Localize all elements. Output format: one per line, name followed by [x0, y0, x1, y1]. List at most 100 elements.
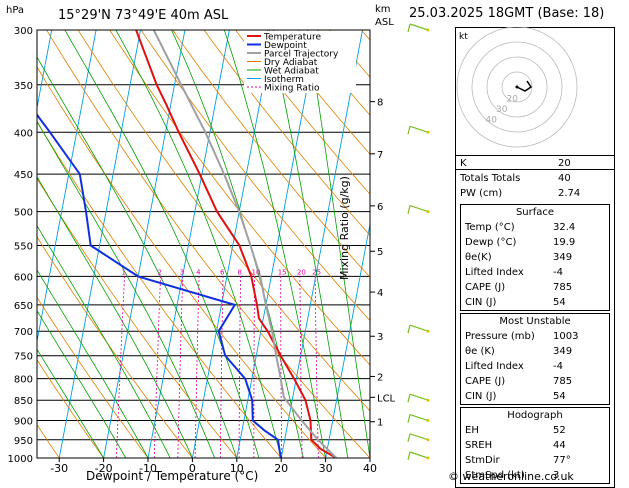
km-tick-label: 3 — [377, 332, 383, 343]
mixing-ratio-label: 4 — [196, 268, 201, 276]
pressure-tick-label: 900 — [14, 417, 33, 428]
km-tick-label: 4 — [377, 288, 383, 299]
mixing-ratio-label: 2 — [157, 268, 161, 276]
index-value: 40 — [558, 171, 610, 186]
surface-key: Dewp (°C) — [465, 235, 553, 250]
hodograph-stat-value: 44 — [553, 438, 605, 453]
mixing-ratio-label: 15 — [278, 268, 287, 276]
surface-value: 32.4 — [553, 220, 605, 235]
most-unstable-row: θe (K)349 — [461, 344, 609, 359]
pressure-tick-label: 700 — [14, 327, 33, 338]
surface-value: 349 — [553, 250, 605, 265]
surface-key: Temp (°C) — [465, 220, 553, 235]
hodograph-stat-value: 52 — [553, 423, 605, 438]
pressure-tick-label: 600 — [14, 272, 33, 283]
hodograph-unit: kt — [459, 32, 468, 42]
index-key: K — [460, 156, 558, 171]
pressure-tick-label: 950 — [14, 436, 33, 447]
wind-barb-flag — [408, 24, 410, 32]
pressure-tick-label: 650 — [14, 301, 33, 312]
wind-barb-flag — [408, 325, 410, 333]
most-unstable-row: Pressure (mb)1003 — [461, 329, 609, 344]
km-tick-label: 7 — [377, 150, 383, 161]
pressure-tick-label: 450 — [14, 170, 33, 181]
wind-barb — [410, 24, 428, 30]
surface-value: 785 — [553, 280, 605, 295]
isotherm-line — [0, 30, 7, 458]
index-row: PW (cm)2.74 — [456, 186, 614, 201]
index-value: 20 — [558, 156, 610, 171]
hodograph-center — [516, 86, 519, 89]
surface-title: Surface — [461, 205, 609, 220]
pressure-tick-label: 350 — [14, 81, 33, 92]
wind-barb-dot — [427, 457, 430, 460]
wind-barb — [410, 415, 428, 421]
km-tick-label: 6 — [377, 202, 383, 213]
legend-entry: Mixing Ratio — [264, 84, 320, 94]
dry-adiabat-line — [15, 30, 325, 458]
hodograph-stat-key: StmDir — [465, 453, 553, 468]
series-dewpoint — [15, 30, 281, 458]
dry-adiabat-line — [0, 30, 237, 458]
surface-key: CIN (J) — [465, 295, 553, 310]
pressure-tick-label: 550 — [14, 241, 33, 252]
most-unstable-value: 349 — [553, 344, 605, 359]
mixing-ratio-label: 1 — [122, 268, 126, 276]
most-unstable-key: Lifted Index — [465, 359, 553, 374]
mixing-ratio-label: 6 — [220, 268, 225, 276]
wind-barb-dot — [427, 330, 430, 333]
most-unstable-value: -4 — [553, 359, 605, 374]
km-tick-label: 1 — [377, 418, 383, 429]
mixing-ratio-label: 20 — [297, 268, 306, 276]
surface-row: θe(K)349 — [461, 250, 609, 265]
hodograph-ring-label: 30 — [496, 105, 508, 115]
wind-barb-flag — [408, 452, 410, 460]
pressure-tick-label: 500 — [14, 208, 33, 219]
wind-barb — [410, 434, 428, 440]
pressure-tick-label: 1000 — [8, 454, 33, 465]
wind-barb — [410, 325, 428, 331]
most-unstable-row: Lifted Index-4 — [461, 359, 609, 374]
most-unstable-key: Pressure (mb) — [465, 329, 553, 344]
mixing-ratio-line — [178, 276, 183, 458]
pressure-tick-label: 400 — [14, 128, 33, 139]
pressure-tick-label: 850 — [14, 396, 33, 407]
pressure-tick-label: 750 — [14, 352, 33, 363]
most-unstable-key: θe (K) — [465, 344, 553, 359]
most-unstable-value: 1003 — [553, 329, 605, 344]
x-tick-label: 30 — [319, 462, 333, 475]
isotherm-line — [192, 30, 273, 458]
wind-barb — [410, 206, 428, 212]
wind-barb-flag — [408, 206, 410, 214]
surface-value: 19.9 — [553, 235, 605, 250]
km-tick-label: 5 — [377, 247, 383, 258]
surface-row: Lifted Index-4 — [461, 265, 609, 280]
wind-barb-flag — [408, 415, 410, 423]
mixing-ratio-line — [239, 276, 241, 458]
footer-credit: © weatheronline.co.uk — [448, 470, 574, 483]
index-key: Totals Totals — [460, 171, 558, 186]
mixing-ratio-line — [281, 276, 282, 458]
km-tick-label: 8 — [377, 98, 383, 109]
km-tick-label: LCL — [377, 393, 396, 404]
wind-barb-flag — [408, 434, 410, 442]
hodograph-stat-value: 77° — [553, 453, 605, 468]
wind-barb-dot — [427, 210, 430, 213]
wind-barb-flag — [408, 126, 410, 134]
index-value: 2.74 — [558, 186, 610, 201]
wind-barb-dot — [427, 131, 430, 134]
wind-barb — [410, 452, 428, 458]
surface-key: CAPE (J) — [465, 280, 553, 295]
mixing-ratio-label: 25 — [312, 268, 321, 276]
surface-row: CAPE (J)785 — [461, 280, 609, 295]
most-unstable-title: Most Unstable — [461, 314, 609, 329]
wind-barb-dot — [427, 29, 430, 32]
most-unstable-key: CIN (J) — [465, 389, 553, 404]
mixing-ratio-line — [195, 276, 199, 458]
mixing-ratio-label: 10 — [252, 268, 261, 276]
y2-axis-label: Mixing Ratio (g/kg) — [338, 176, 351, 280]
